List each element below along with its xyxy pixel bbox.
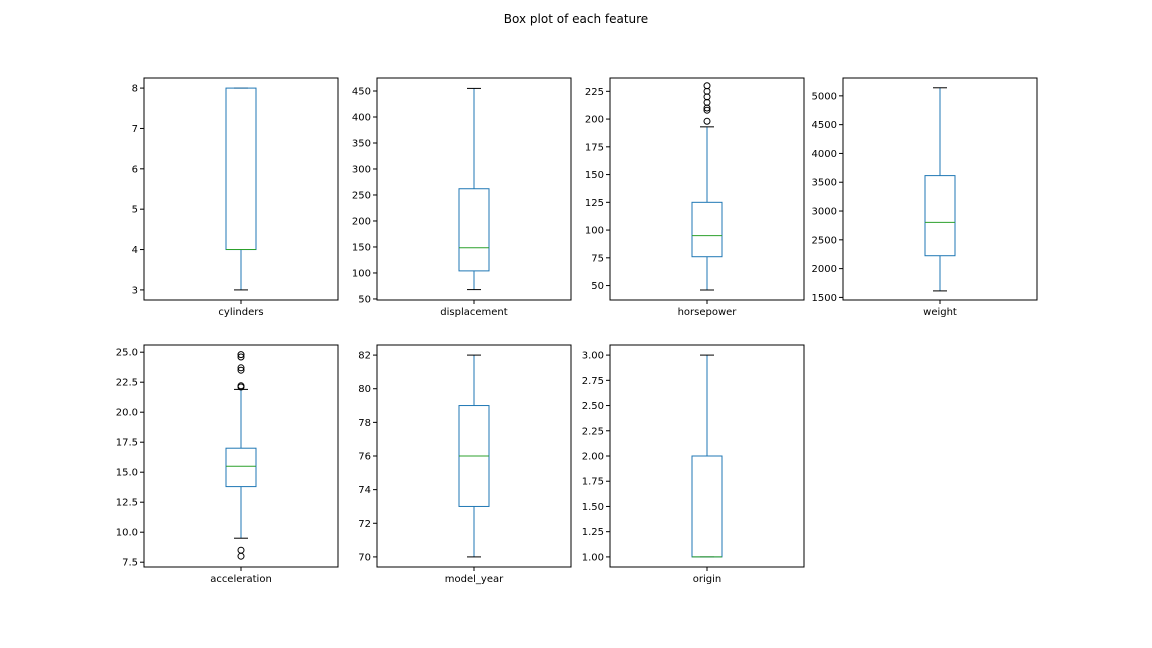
- y-tick-label: 72: [358, 519, 371, 530]
- y-tick-label: 3500: [812, 178, 837, 189]
- y-tick-label: 125: [585, 198, 604, 209]
- y-tick-label: 7.5: [122, 558, 138, 569]
- y-tick-label: 2500: [812, 235, 837, 246]
- y-tick-label: 1.50: [582, 502, 604, 513]
- y-tick-label: 250: [352, 190, 371, 201]
- y-tick-label: 450: [352, 86, 371, 97]
- y-tick-label: 17.5: [116, 438, 138, 449]
- category-label: origin: [693, 574, 721, 585]
- outlier-point: [237, 351, 245, 359]
- subplot-acceleration: 7.5 10.0 12.5 15.0 17.5 20.0 22.5 25.0 accelerat…: [116, 344, 339, 585]
- category-label: displacement: [440, 307, 507, 318]
- y-tick-label: 5: [132, 205, 138, 216]
- y-tick-label: 1.00: [582, 552, 604, 563]
- y-tick-label: 150: [352, 242, 371, 253]
- outlier-point: [237, 353, 245, 361]
- subplot-grid: 345678cylinders5010015020025030035040045…: [116, 77, 1038, 585]
- y-tick-label: 70: [358, 552, 371, 563]
- y-tick-label: 3.00: [582, 351, 604, 362]
- category-label: model_year: [445, 574, 504, 585]
- outlier-point: [237, 366, 245, 374]
- subplot-horsepower: 50 75 100 125 150 175 200 225 horsepower: [585, 77, 805, 318]
- y-tick-label: 20.0: [116, 408, 138, 419]
- y-tick-label: 4000: [812, 149, 837, 160]
- outlier-point: [237, 546, 245, 554]
- y-tick-label: 12.5: [116, 498, 138, 509]
- y-tick-label: 1.25: [582, 527, 604, 538]
- y-tick-label: 400: [352, 112, 371, 123]
- y-tick-label: 175: [585, 142, 604, 153]
- outlier-point: [237, 364, 245, 372]
- outlier-point: [703, 106, 711, 114]
- y-tick-label: 100: [352, 268, 371, 279]
- y-tick-label: 100: [585, 226, 604, 237]
- y-tick-label: 50: [591, 281, 604, 292]
- y-tick-label: 3: [132, 285, 138, 296]
- box-iqr: [225, 447, 257, 488]
- y-tick-label: 8: [132, 84, 138, 95]
- y-tick-label: 25.0: [116, 348, 138, 359]
- y-tick-label: 200: [352, 216, 371, 227]
- figure-title: Box plot of each feature: [504, 12, 648, 26]
- y-tick-label: 150: [585, 170, 604, 181]
- y-tick-label: 1.75: [582, 477, 604, 488]
- y-tick-label: 78: [358, 418, 371, 429]
- subplot-displacement: 50 100 150 200 250 300 350 400 450 displacement: [352, 77, 572, 318]
- y-tick-label: 4500: [812, 120, 837, 131]
- y-tick-label: 225: [585, 87, 604, 98]
- category-label: acceleration: [210, 574, 272, 585]
- category-label: horsepower: [678, 307, 738, 318]
- y-tick-label: 10.0: [116, 528, 138, 539]
- outlier-point: [703, 117, 711, 125]
- box-iqr: [458, 188, 490, 272]
- y-tick-label: 76: [358, 452, 371, 463]
- y-tick-label: 2.25: [582, 426, 604, 437]
- y-tick-label: 350: [352, 138, 371, 149]
- y-tick-label: 2.75: [582, 376, 604, 387]
- y-tick-label: 2.00: [582, 452, 604, 463]
- y-tick-label: 4: [132, 245, 138, 256]
- subplot-origin: 1.00 1.25 1.50 1.75 2.00 2.25 2.50 2.75 3.00 orig…: [582, 344, 805, 585]
- y-tick-label: 6: [132, 164, 138, 175]
- y-tick-label: 2000: [812, 264, 837, 275]
- subplot-weight: 1500 2000 2500 3000 3500 4000 4500 5000 weight: [812, 77, 1038, 318]
- y-tick-label: 2.50: [582, 401, 604, 412]
- outlier-point: [703, 82, 711, 90]
- y-tick-label: 3000: [812, 207, 837, 218]
- y-tick-label: 300: [352, 164, 371, 175]
- y-tick-label: 50: [358, 294, 371, 305]
- y-tick-label: 75: [591, 253, 604, 264]
- y-tick-label: 5000: [812, 91, 837, 102]
- outlier-point: [237, 382, 245, 390]
- box-iqr: [691, 201, 723, 258]
- y-tick-label: 15.0: [116, 468, 138, 479]
- category-label: cylinders: [218, 307, 263, 318]
- y-tick-label: 82: [358, 351, 371, 362]
- y-tick-label: 74: [358, 485, 371, 496]
- y-tick-label: 7: [132, 124, 138, 135]
- y-tick-label: 1500: [812, 293, 837, 304]
- y-tick-label: 80: [358, 384, 371, 395]
- subplot-model_year: 70 72 74 76 78 80 82 model_year: [358, 344, 572, 585]
- y-tick-label: 22.5: [116, 378, 138, 389]
- outlier-point: [237, 552, 245, 560]
- box-iqr: [691, 455, 723, 558]
- y-tick-label: 200: [585, 115, 604, 126]
- subplot-cylinders: 3 4 5 6 7 8 cylinders: [132, 77, 339, 318]
- category-label: weight: [923, 307, 957, 318]
- box-iqr: [924, 175, 956, 257]
- box-iqr: [225, 87, 257, 251]
